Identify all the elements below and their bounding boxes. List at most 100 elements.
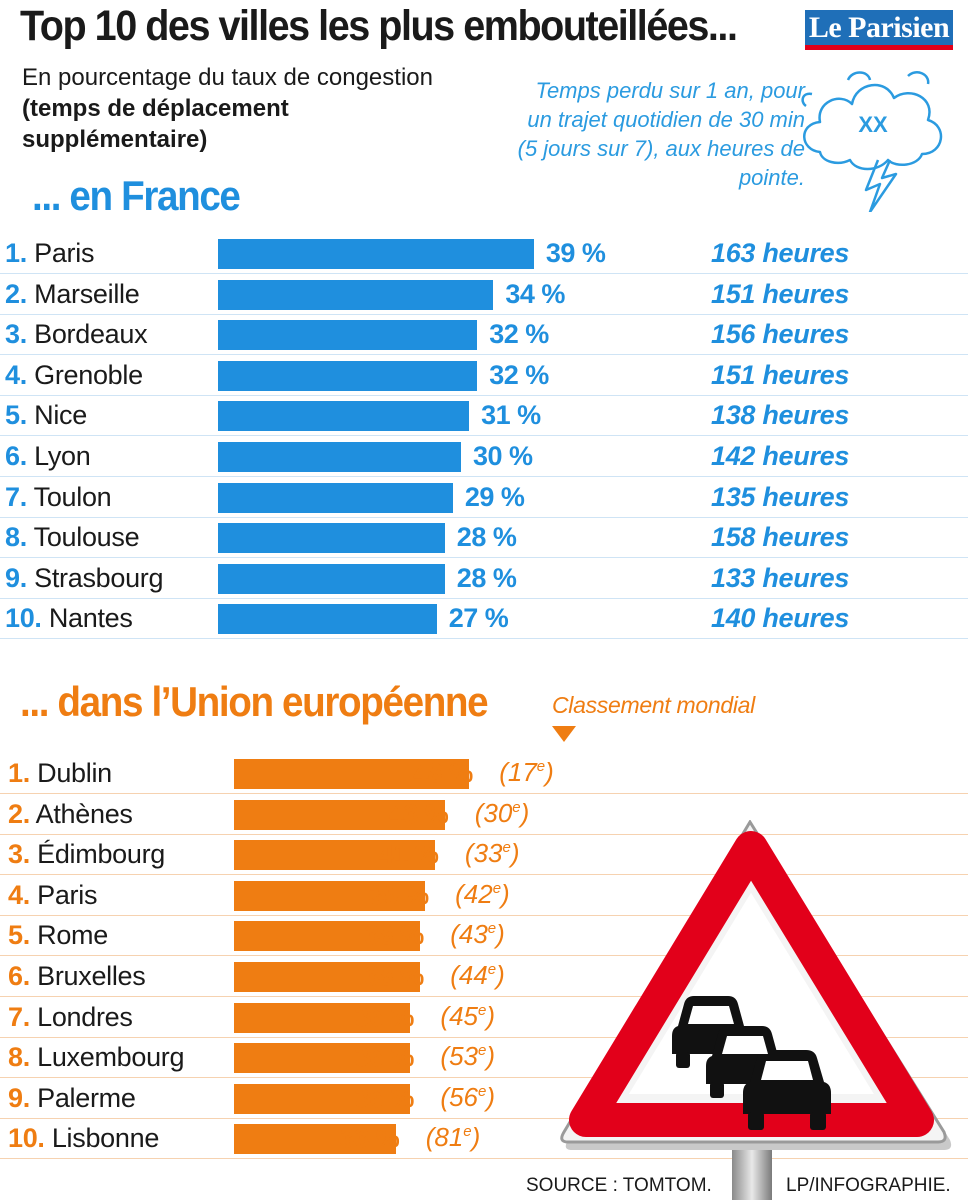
value-label: 33 %: [339, 1123, 400, 1154]
bar: [218, 320, 478, 351]
france-row: 1. Paris 39 % 163 heures: [0, 234, 968, 274]
city-name: Rome: [29, 920, 108, 951]
ordinal-suffix: e: [463, 1123, 472, 1141]
eu-row: 1. Dublin 48 % (17e): [0, 754, 968, 794]
bar: [218, 604, 437, 635]
world-rank-label: (56e): [440, 1081, 495, 1112]
city-name: Luxembourg: [29, 1042, 185, 1073]
city-label: 10. Nantes: [5, 603, 133, 634]
bar: [218, 239, 534, 269]
eu-row: 2. Athènes 43 % (30e): [0, 795, 968, 835]
bar: [218, 482, 453, 513]
hours-label: 138 heures: [711, 400, 850, 431]
city-name: Marseille: [26, 278, 140, 309]
world-rank-number: 33: [473, 838, 503, 869]
bar: [218, 360, 478, 391]
rank-number: 8.: [8, 1042, 30, 1073]
bar: [218, 279, 494, 310]
eu-row: 3. Édimbourg 41 % (33e): [0, 835, 968, 876]
bar: [234, 1043, 411, 1074]
rank-number: 6.: [8, 961, 30, 991]
world-rank-label: (45e): [440, 1000, 495, 1031]
subtitle-bold: (temps de déplacement supplémentaire): [22, 95, 289, 153]
city-label: 7. Londres: [8, 1002, 133, 1033]
hours-label: 133 heures: [711, 562, 850, 593]
value-label: 29 %: [464, 481, 525, 512]
rank-number: 1.: [8, 758, 30, 788]
city-label: 3. Bordeaux: [5, 319, 148, 350]
bar: [218, 442, 461, 472]
rank-number: 1.: [5, 238, 27, 268]
city-label: 10. Lisbonne: [8, 1123, 159, 1154]
rank-number: 5.: [8, 920, 30, 951]
value-label: 43 %: [388, 798, 449, 829]
ordinal-suffix: e: [502, 839, 511, 857]
city-name: Toulon: [26, 481, 112, 512]
eu-row: 7. Londres 36 % (45e): [0, 998, 968, 1038]
bar: [234, 799, 445, 830]
value-label: 28 %: [456, 522, 517, 553]
value-label: 27 %: [448, 603, 509, 634]
city-name: Dublin: [29, 758, 112, 788]
credit-note: LP/INFOGRAPHIE.: [786, 1175, 951, 1196]
city-name: Palerme: [29, 1082, 136, 1113]
world-rank-number: 30: [483, 797, 513, 828]
city-label: 6. Lyon: [5, 441, 91, 472]
world-rank-number: 44: [458, 960, 488, 990]
city-name: Athènes: [29, 798, 133, 829]
city-label: 5. Nice: [5, 400, 87, 431]
value-label: 32 %: [489, 319, 549, 350]
city-name: Paris: [29, 879, 98, 910]
world-rank-label: (33e): [464, 838, 520, 869]
city-name: Lyon: [26, 441, 91, 471]
hours-label: 135 heures: [711, 481, 850, 512]
value-label: 31 %: [481, 400, 541, 431]
hours-label: 158 heures: [711, 522, 850, 553]
rank-number: 2.: [5, 278, 27, 309]
cloud-label: XX: [858, 112, 888, 137]
city-name: Lisbonne: [44, 1123, 160, 1154]
bar: [218, 401, 470, 432]
rank-number: 2.: [8, 798, 30, 829]
value-label: 36 %: [354, 1042, 414, 1073]
france-row: 8. Toulouse 28 % 158 heures: [0, 518, 968, 559]
hours-label: 151 heures: [711, 278, 850, 309]
city-label: 2. Marseille: [5, 278, 140, 310]
city-label: 6. Bruxelles: [8, 961, 146, 992]
rank-number: 10.: [5, 603, 42, 634]
eu-row: 9. Palerme 36 % (56e): [0, 1079, 968, 1119]
value-label: 48 %: [413, 758, 473, 788]
rank-number: 7.: [8, 1001, 30, 1032]
rank-number: 10.: [8, 1123, 45, 1154]
eu-row: 5. Rome 38 % (43e): [0, 916, 968, 957]
bar: [234, 1124, 396, 1155]
value-label: 38 %: [364, 961, 424, 991]
value-label: 32 %: [489, 359, 549, 390]
value-label: 28 %: [456, 562, 517, 593]
city-label: 1. Dublin: [8, 758, 112, 789]
ordinal-suffix: e: [512, 798, 521, 816]
france-row: 4. Grenoble 32 % 151 heures: [0, 356, 968, 396]
world-rank-number: 43: [458, 919, 488, 950]
bar: [234, 880, 426, 911]
city-name: Grenoble: [26, 359, 143, 390]
ordinal-suffix: e: [477, 1001, 487, 1019]
city-name: Édimbourg: [29, 839, 165, 870]
ordinal-suffix: e: [487, 961, 497, 978]
hours-label: 151 heures: [711, 359, 850, 390]
france-row: 10. Nantes 27 % 140 heures: [0, 599, 968, 640]
city-label: 4. Paris: [8, 880, 97, 911]
rank-number: 9.: [5, 562, 27, 593]
ordinal-suffix: e: [477, 1082, 487, 1100]
bar: [234, 759, 470, 789]
world-rank-label: (30e): [474, 797, 530, 828]
value-label: 41 %: [378, 839, 439, 870]
city-label: 1. Paris: [5, 238, 94, 269]
eu-section-title: ... dans l’Union européenne: [20, 678, 489, 725]
ordinal-suffix: e: [492, 879, 502, 897]
page-title: Top 10 des villes les plus embouteillées…: [20, 2, 738, 50]
city-name: Nantes: [41, 603, 133, 634]
city-label: 7. Toulon: [5, 481, 112, 513]
city-label: 9. Strasbourg: [5, 562, 164, 594]
eu-row: 10. Lisbonne 33 % (81e): [0, 1119, 968, 1160]
